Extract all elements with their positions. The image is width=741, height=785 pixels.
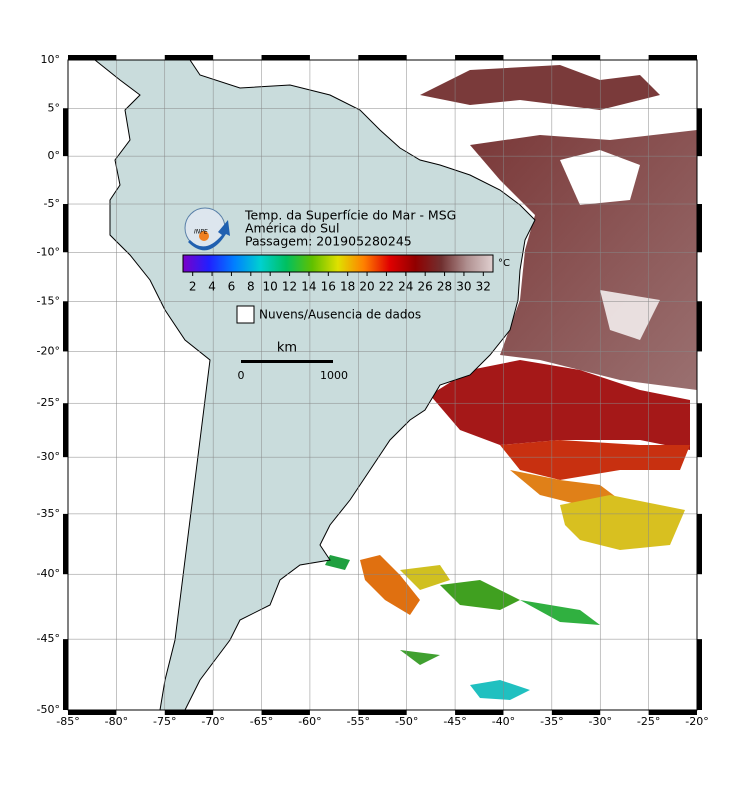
frame-segment xyxy=(648,55,697,60)
frame-segment xyxy=(697,108,702,157)
scale-bar: km 0 1000 xyxy=(238,341,349,383)
x-tick-label: -60° xyxy=(298,715,321,728)
x-tick-label: -50° xyxy=(395,715,418,728)
y-tick-label: -5° xyxy=(44,197,60,210)
frame-segment xyxy=(68,55,117,60)
frame-segment xyxy=(551,710,601,715)
y-tick-label: 0° xyxy=(48,149,61,162)
frame-segment xyxy=(697,513,702,575)
colorbar-unit: °C xyxy=(498,258,510,269)
x-tick-label: -25° xyxy=(637,715,660,728)
y-tick-label: -40° xyxy=(37,567,60,580)
frame-segment xyxy=(63,639,68,710)
y-tick-label: 5° xyxy=(48,101,61,114)
scale-label: 1000 xyxy=(320,369,348,382)
colorbar-label: 30 xyxy=(456,280,471,294)
frame-segment xyxy=(455,55,504,60)
y-tick-label: -20° xyxy=(37,344,60,357)
colorbar-label: 26 xyxy=(418,280,433,294)
y-tick-label: -30° xyxy=(37,450,60,463)
frame-segment xyxy=(697,301,702,352)
frame-segment xyxy=(261,710,310,715)
frame-segment xyxy=(648,710,697,715)
frame-segment xyxy=(63,301,68,352)
colorbar-label: 24 xyxy=(398,280,413,294)
frame-segment xyxy=(68,710,117,715)
frame-segment xyxy=(164,710,214,715)
frame-segment xyxy=(63,513,68,575)
x-tick-label: -30° xyxy=(588,715,611,728)
scale-label: 0 xyxy=(238,369,245,382)
scale-unit: km xyxy=(277,341,297,356)
legend: Nuvens/Ausencia de dados xyxy=(236,305,421,324)
logo-text: INPE xyxy=(194,229,208,236)
y-tick-label: -45° xyxy=(37,632,60,645)
map-frame: -85° -80° -75° -70° -65° -60° -55° -50° -45° -40°… xyxy=(37,53,709,728)
x-tick-label: -55° xyxy=(347,715,370,728)
y-tick-label: -10° xyxy=(37,245,60,258)
x-tick-label: -45° xyxy=(443,715,466,728)
frame-segment xyxy=(261,55,310,60)
y-tick-label: -50° xyxy=(37,703,60,716)
title-line: Passagem: 201905280245 xyxy=(245,234,412,249)
colorbar-label: 20 xyxy=(359,280,374,294)
colorbar-fill xyxy=(182,254,494,273)
colorbar-label: 12 xyxy=(282,280,297,294)
y-tick-label: 10° xyxy=(41,53,61,66)
colorbar-label: 32 xyxy=(476,280,491,294)
colorbar-label: 28 xyxy=(437,280,452,294)
colorbar-label: 18 xyxy=(340,280,355,294)
x-tick-label: -65° xyxy=(250,715,273,728)
colorbar: 2 4 6 8 10 12 14 16 18 20 22 24 26 28 30 32°C xyxy=(182,254,510,294)
frame-segment xyxy=(455,710,504,715)
y-tick-label: -25° xyxy=(37,396,60,409)
frame-segment xyxy=(697,639,702,710)
colorbar-label: 8 xyxy=(247,280,255,294)
frame-segment xyxy=(63,108,68,157)
frame-segment xyxy=(551,55,601,60)
frame-segment xyxy=(164,55,214,60)
legend-label: Nuvens/Ausencia de dados xyxy=(259,308,421,322)
frame-segment xyxy=(697,403,702,458)
frame-segment xyxy=(358,55,407,60)
x-tick-label: -80° xyxy=(105,715,128,728)
sst-field xyxy=(325,65,697,700)
logo-arrow xyxy=(188,220,230,251)
colorbar-label: 6 xyxy=(228,280,236,294)
colorbar-label: 22 xyxy=(379,280,394,294)
colorbar-label: 10 xyxy=(263,280,278,294)
title-line: Temp. da Superfície do Mar - MSG xyxy=(244,208,456,223)
colorbar-label: 14 xyxy=(301,280,316,294)
frame-segment xyxy=(63,204,68,253)
x-tick-label: -20° xyxy=(685,715,708,728)
frame-segment xyxy=(63,403,68,458)
y-tick-label: -15° xyxy=(37,294,60,307)
scale-line xyxy=(241,360,333,363)
title-block: INPE Temp. da Superfície do Mar - MSG Am… xyxy=(184,207,456,251)
x-tick-label: -70° xyxy=(201,715,224,728)
title-line: América do Sul xyxy=(245,221,339,236)
x-tick-label: -85° xyxy=(56,715,79,728)
x-tick-label: -35° xyxy=(540,715,563,728)
legend-swatch xyxy=(236,305,255,324)
y-tick-label: -35° xyxy=(37,507,60,520)
x-tick-label: -75° xyxy=(153,715,176,728)
x-tick-label: -40° xyxy=(492,715,515,728)
frame-segment xyxy=(358,710,407,715)
frame-segment xyxy=(697,204,702,253)
colorbar-label: 16 xyxy=(321,280,336,294)
logo-dot xyxy=(199,231,209,241)
colorbar-label: 4 xyxy=(208,280,216,294)
colorbar-label: 2 xyxy=(189,280,197,294)
